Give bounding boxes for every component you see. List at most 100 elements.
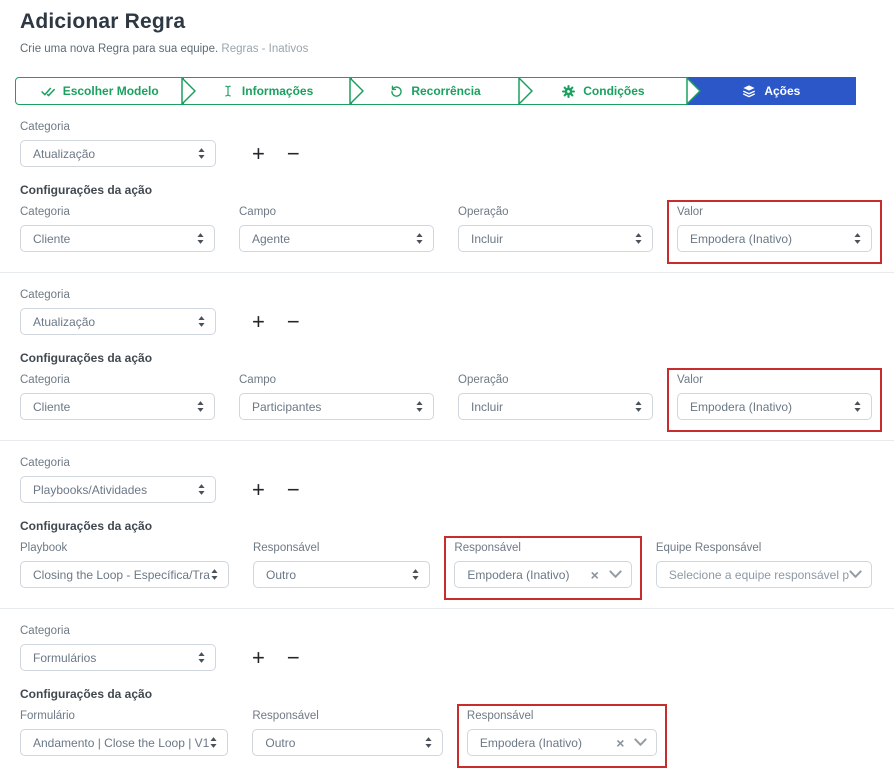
add-action-button[interactable]: +	[248, 645, 269, 670]
section-divider	[0, 272, 894, 273]
selected-value: Formulários	[33, 650, 97, 665]
selected-value: Empodera (Inativo)	[690, 399, 793, 414]
updown-arrows-icon	[411, 568, 420, 581]
double-check-icon	[40, 84, 55, 98]
field-equipe-responsavel-combobox[interactable]: Selecione a equipe responsável p	[655, 561, 872, 588]
field-responsavel: Responsável Outro	[252, 542, 431, 588]
action-section: Categoria Atualização + − Configurações da a…	[20, 105, 882, 272]
field-equipe-responsavel: Equipe Responsável Selecione a equipe res…	[655, 542, 872, 588]
x-clear-icon[interactable]: ×	[616, 734, 625, 751]
field-campo: Campo Agente	[239, 206, 434, 252]
field-playbook-select[interactable]: Closing the Loop - Específica/Tra	[20, 561, 229, 588]
remove-action-button[interactable]: −	[283, 645, 304, 670]
field-label: Formulário	[20, 710, 75, 722]
action-section: Categoria Atualização + − Configurações da a…	[20, 273, 882, 440]
category-label: Categoria	[20, 121, 70, 133]
field-label: Operação	[458, 374, 509, 386]
updown-arrows-icon	[209, 736, 218, 749]
updown-arrows-icon	[196, 400, 205, 413]
step-condicoes[interactable]: Condições	[518, 77, 689, 105]
updown-arrows-icon	[415, 400, 424, 413]
step-label: Informações	[241, 84, 314, 98]
x-clear-icon[interactable]: ×	[590, 566, 599, 583]
config-section-title: Configurações da ação	[20, 519, 153, 533]
add-action-button[interactable]: +	[248, 141, 269, 166]
selected-value: Empodera (Inativo)	[467, 567, 570, 582]
step-label: Ações	[764, 84, 801, 98]
action-section: Categoria Playbooks/Atividades + − Configura…	[20, 441, 874, 608]
field-category-select[interactable]: Atualização	[20, 140, 216, 167]
selected-value: Selecione a equipe responsável p	[668, 567, 849, 582]
selected-value: Agente	[252, 231, 291, 246]
fields-row: Categoria Cliente Campo Agente Operação Inclu…	[20, 200, 882, 264]
field-operacao-select[interactable]: Incluir	[458, 225, 653, 252]
updown-arrows-icon	[197, 651, 206, 664]
field-categoria: Categoria Cliente	[20, 206, 215, 252]
category-label: Categoria	[20, 289, 70, 301]
step-label: Condições	[583, 84, 645, 98]
config-section-title: Configurações da ação	[20, 351, 153, 365]
remove-action-button[interactable]: −	[283, 309, 304, 334]
highlighted-field-valor: Valor Empodera (Inativo)	[667, 200, 882, 264]
field-valor-select[interactable]: Empodera (Inativo)	[677, 393, 872, 420]
undo-icon	[390, 85, 403, 98]
add-action-button[interactable]: +	[248, 309, 269, 334]
field-responsavel: Responsável Outro	[252, 710, 443, 756]
step-acoes[interactable]: Ações	[686, 77, 857, 105]
chevron-down-icon[interactable]	[609, 570, 622, 579]
field-category-select[interactable]: Atualização	[20, 308, 216, 335]
field-campo: Campo Participantes	[239, 374, 434, 420]
field-responsavel-combobox[interactable]: Empodera (Inativo) ×	[466, 729, 658, 756]
field-label: Responsável	[252, 710, 319, 722]
field-formulario-select[interactable]: Andamento | Close the Loop | V1	[20, 729, 229, 756]
highlighted-field-responsavel: Responsável Empodera (Inativo) ×	[456, 704, 668, 768]
field-campo-select[interactable]: Agente	[239, 225, 434, 252]
updown-arrows-icon	[415, 232, 424, 245]
field-label: Responsável	[454, 542, 521, 554]
field-campo-select[interactable]: Participantes	[239, 393, 434, 420]
field-label: Categoria	[20, 374, 70, 386]
text-cursor-icon	[222, 84, 234, 98]
field-operacao-select[interactable]: Incluir	[458, 393, 653, 420]
updown-arrows-icon	[210, 568, 219, 581]
field-operacao: Operação Incluir	[458, 206, 653, 252]
field-label: Campo	[239, 206, 277, 218]
field-responsavel-select[interactable]: Outro	[252, 561, 431, 588]
category-label: Categoria	[20, 625, 70, 637]
field-categoria-select[interactable]: Cliente	[20, 225, 215, 252]
chevron-down-icon[interactable]	[634, 738, 648, 747]
highlighted-field-valor: Valor Empodera (Inativo)	[667, 368, 882, 432]
selected-value: Atualização	[33, 314, 96, 329]
selected-value: Cliente	[33, 399, 71, 414]
gear-icon	[562, 84, 576, 98]
field-valor-select[interactable]: Empodera (Inativo)	[677, 225, 872, 252]
field-categoria: Categoria Cliente	[20, 374, 215, 420]
updown-arrows-icon	[853, 400, 862, 413]
field-categoria-select[interactable]: Cliente	[20, 393, 215, 420]
page-title: Adicionar Regra	[20, 10, 186, 33]
breadcrumb: Regras - Inativos	[221, 43, 309, 55]
step-informacoes[interactable]: Informações	[182, 77, 353, 105]
field-category-select[interactable]: Formulários	[20, 644, 216, 671]
updown-arrows-icon	[196, 232, 205, 245]
field-responsavel-combobox[interactable]: Empodera (Inativo) ×	[454, 561, 632, 588]
field-operacao: Operação Incluir	[458, 374, 653, 420]
remove-action-button[interactable]: −	[283, 141, 304, 166]
step-recorrencia[interactable]: Recorrência	[350, 77, 521, 105]
field-label: Campo	[239, 374, 277, 386]
field-label: Valor	[677, 206, 703, 218]
selected-value: Cliente	[33, 231, 71, 246]
updown-arrows-icon	[634, 400, 643, 413]
field-responsavel-select[interactable]: Outro	[252, 729, 443, 756]
updown-arrows-icon	[197, 147, 206, 160]
step-escolher-modelo[interactable]: Escolher Modelo	[15, 77, 185, 105]
remove-action-button[interactable]: −	[283, 477, 304, 502]
selected-value: Outro	[265, 567, 296, 582]
field-category-select[interactable]: Playbooks/Atividades	[20, 476, 216, 503]
subtitle-text: Crie uma nova Regra para sua equipe.	[20, 43, 219, 55]
step-label: Recorrência	[411, 84, 481, 98]
add-action-button[interactable]: +	[248, 477, 269, 502]
field-label: Categoria	[20, 206, 70, 218]
chevron-down-icon[interactable]	[849, 570, 862, 579]
